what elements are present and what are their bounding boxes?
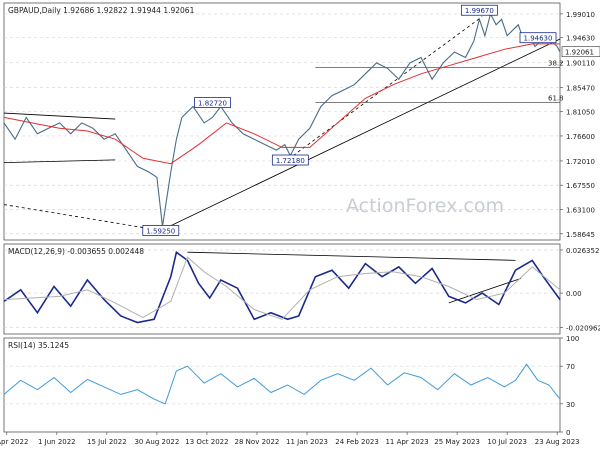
price-y-tick-label: 1.81050 bbox=[566, 109, 595, 117]
price-panel-frame bbox=[3, 2, 561, 241]
price-series-price bbox=[3, 12, 561, 227]
price-trendline bbox=[160, 38, 561, 231]
price-y-tick-label: 1.72010 bbox=[566, 158, 595, 166]
x-tick-label: 13 Oct 2022 bbox=[185, 438, 228, 446]
price-trendline bbox=[3, 159, 116, 164]
annotation-box bbox=[194, 97, 231, 108]
rsi-y-tick-label: 30 bbox=[566, 401, 575, 409]
price-y-tick-label: 1.67550 bbox=[566, 182, 595, 190]
last-price-box bbox=[561, 46, 600, 58]
macd-trendline bbox=[187, 251, 516, 261]
annotation-box bbox=[460, 4, 498, 16]
macd-y-tick-label: 0.026352 bbox=[566, 247, 599, 255]
rsi-title: RSI(14) 35.1245 bbox=[8, 341, 69, 350]
price-y-tick-label: 1.85470 bbox=[566, 85, 595, 93]
x-tick-label: 11 Jan 2023 bbox=[286, 438, 328, 446]
annotation-label: 1.72180 bbox=[276, 157, 305, 165]
annotation-box bbox=[519, 32, 557, 44]
x-tick-label: 15 Jul 2022 bbox=[87, 438, 127, 446]
price-y-tick-label: 1.58645 bbox=[566, 231, 595, 239]
price-y-tick-label: 1.76600 bbox=[566, 133, 595, 141]
annotation-label: 1.82720 bbox=[198, 100, 227, 108]
x-tick-label: 25 May 2023 bbox=[434, 438, 480, 446]
x-tick-label: 28 Nov 2022 bbox=[235, 438, 280, 446]
macd-title: MACD(12,26,9) -0.003655 0.002448 bbox=[8, 247, 144, 256]
x-tick-label: 18 Apr 2022 bbox=[0, 438, 28, 446]
annotation-label: 1.59250 bbox=[146, 227, 175, 235]
annotation-box bbox=[142, 225, 180, 236]
x-tick-label: 24 Feb 2023 bbox=[335, 438, 379, 446]
watermark: ActionForex.com bbox=[346, 195, 504, 217]
price-y-tick-label: 1.99010 bbox=[566, 11, 595, 19]
x-tick-label: 23 Aug 2023 bbox=[535, 438, 580, 446]
rsi-panel-frame bbox=[3, 337, 561, 433]
macd-y-tick-label: -0.020962 bbox=[566, 324, 600, 332]
price-series-moving-average bbox=[3, 43, 560, 165]
x-tick-label: 30 Aug 2022 bbox=[134, 438, 179, 446]
last-price-label: 1.92061 bbox=[565, 49, 594, 57]
x-tick-label: 11 Apr 2023 bbox=[385, 438, 428, 446]
price-y-tick-label: 1.90110 bbox=[566, 59, 595, 67]
macd-panel-frame bbox=[3, 243, 561, 335]
price-title: GBPAUD,Daily 1.92686 1.92822 1.91944 1.9… bbox=[8, 6, 195, 15]
macd-y-tick-label: 0.00 bbox=[566, 290, 582, 298]
rsi-y-tick-label: 0 bbox=[566, 429, 570, 437]
price-trendline bbox=[3, 112, 116, 120]
rsi-y-tick-label: 70 bbox=[566, 363, 575, 371]
annotation-label: 1.94630 bbox=[524, 35, 553, 43]
fib-level-label: 61.8 bbox=[548, 94, 564, 102]
annotation-label: 1.99670 bbox=[465, 7, 494, 15]
rsi-y-tick-label: 100 bbox=[566, 335, 579, 343]
fib-level-label: 38.2 bbox=[548, 60, 564, 68]
macd-series-macd bbox=[3, 250, 561, 324]
macd-series-signal bbox=[3, 256, 561, 320]
price-y-tick-label: 1.94630 bbox=[566, 35, 595, 43]
rsi-series-rsi bbox=[3, 363, 561, 405]
annotation-box bbox=[271, 154, 309, 166]
x-tick-label: 1 Jun 2022 bbox=[38, 438, 76, 446]
x-tick-label: 10 Jul 2023 bbox=[487, 438, 527, 446]
price-y-tick-label: 1.63100 bbox=[566, 206, 595, 214]
price-trendline bbox=[3, 204, 161, 231]
